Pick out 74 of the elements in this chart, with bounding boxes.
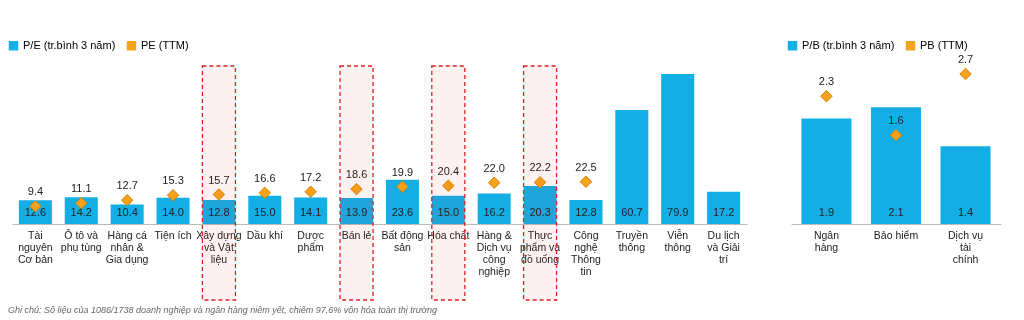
data-label: 17.2: [299, 170, 322, 183]
x-tick-label: Ô tô và phụ tùng: [60, 228, 102, 253]
data-label: 2.7: [957, 53, 974, 65]
x-tick-label: Du lịch và Giải trí: [707, 228, 740, 265]
bar: [523, 185, 557, 224]
data-label: 16.6: [254, 171, 276, 184]
data-label: 1.6: [888, 114, 904, 127]
legend-label: P/B (tr.bình 3 năm): [802, 38, 895, 51]
data-label: 14.2: [70, 206, 92, 218]
data-label: 13.9: [345, 206, 368, 218]
point: [120, 193, 134, 207]
point: [442, 179, 455, 192]
x-tick-label: Bán lẻ: [341, 228, 372, 241]
bar: [661, 74, 695, 224]
point: [396, 180, 409, 193]
data-label: 11.1: [70, 182, 92, 195]
data-label: 15.0: [254, 206, 276, 218]
bar: [385, 179, 419, 224]
x-tick-label: Tài nguyên Cơ bản: [17, 228, 54, 265]
data-label: 79.9: [667, 206, 689, 218]
x-tick-label: Truyền thông: [615, 228, 649, 253]
data-label: 15.7: [208, 173, 230, 186]
data-label: 10.4: [116, 206, 138, 218]
data-label: 2.3: [818, 75, 835, 88]
data-label: 22.2: [529, 161, 551, 174]
text: Ghi chú: Số liệu của 1086/1738 doanh nghiệp và ngân hàng niêm yết, chiếm 97,6% vốn hóa toàn thị trường: [8, 305, 438, 315]
point: [212, 188, 226, 201]
data-label: 22.0: [483, 161, 505, 174]
x-tick-label: Xây dựng và Vật liệu: [196, 228, 242, 265]
x-tick-label: Bất động sản: [381, 228, 424, 253]
data-label: 16.2: [483, 206, 505, 218]
data-label: 2.1: [888, 206, 904, 218]
data-label: 9.4: [27, 185, 44, 198]
x-tick-label: Dược phẩm: [297, 228, 325, 253]
x-tick-label: Dầu khí: [246, 228, 283, 241]
point: [488, 176, 501, 189]
point: [166, 189, 180, 202]
x-tick-label: Tiện ích: [154, 228, 192, 241]
point: [350, 182, 363, 196]
data-label: 20.3: [529, 206, 551, 218]
legend-label: PB (TTM): [920, 38, 968, 51]
x-tick-label: Hóa chất: [427, 228, 470, 241]
legend-label: P/E (tr.bình 3 năm): [23, 38, 116, 51]
data-label: 1.9: [818, 206, 835, 218]
data-label: 60.7: [621, 206, 643, 218]
data-label: 1.4: [957, 206, 974, 218]
x-tick-label: Hàng cá nhân & Gia dụng: [105, 228, 149, 265]
x-tick-label: Bảo hiểm: [873, 228, 919, 241]
data-label: 14.1: [299, 206, 322, 218]
bar: [707, 191, 741, 224]
data-label: 20.4: [437, 164, 460, 177]
data-label: 12.8: [575, 206, 597, 218]
legend-label: PE (TTM): [141, 38, 189, 51]
data-label: 19.9: [391, 165, 414, 178]
point: [258, 186, 271, 200]
data-label: 23.6: [391, 206, 414, 218]
data-label: 18.6: [345, 168, 368, 181]
x-tick-label: Viễn thông: [664, 228, 692, 253]
point: [579, 175, 593, 188]
data-label: 14.0: [162, 206, 184, 218]
data-label: 12.8: [208, 206, 230, 218]
bar: [615, 110, 649, 224]
data-label: 17.2: [712, 206, 735, 218]
data-label: 22.5: [575, 160, 597, 173]
point: [533, 176, 547, 189]
data-label: 12.7: [116, 179, 138, 192]
bar: [294, 197, 328, 224]
x-tick-label: Dịch vụ tài chính: [948, 228, 984, 265]
data-label: 15.3: [162, 174, 184, 187]
point: [304, 185, 317, 198]
x-tick-label: Ngân hàng: [813, 228, 840, 253]
x-tick-label: Hàng & Dịch vụ công nghiệp: [476, 228, 512, 277]
data-label: 15.0: [437, 206, 460, 218]
x-tick-label: Công nghệ Thông tin: [571, 228, 601, 277]
